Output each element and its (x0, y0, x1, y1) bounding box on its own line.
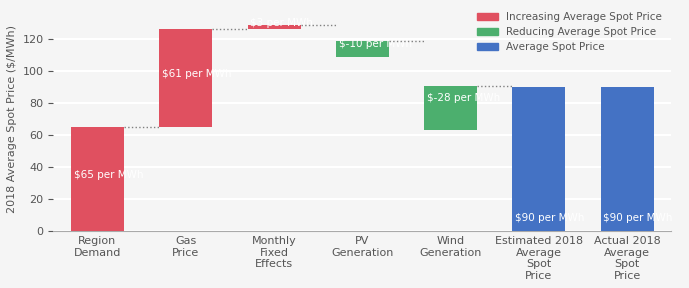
Bar (424, 86, 477, 130)
Text: $61 per MWh: $61 per MWh (162, 69, 232, 79)
Legend: Increasing Average Spot Price, Reducing Average Spot Price, Average Spot Price: Increasing Average Spot Price, Reducing … (473, 8, 666, 56)
Text: $90 per MWh: $90 per MWh (515, 213, 584, 223)
Bar (601, 87, 654, 231)
Y-axis label: 2018 Average Spot Price ($/MWh): 2018 Average Spot Price ($/MWh) (7, 25, 17, 213)
Bar (336, 41, 389, 57)
Text: $-28 per MWh: $-28 per MWh (427, 93, 500, 103)
Text: $3 per MWh: $3 per MWh (250, 18, 313, 28)
Text: $65 per MWh: $65 per MWh (74, 170, 143, 180)
Text: $90 per MWh: $90 per MWh (604, 213, 672, 223)
Text: $-10 per MWh: $-10 per MWh (338, 39, 411, 49)
Bar (159, 29, 212, 127)
Bar (513, 87, 566, 231)
Bar (247, 24, 300, 29)
Bar (71, 127, 124, 231)
